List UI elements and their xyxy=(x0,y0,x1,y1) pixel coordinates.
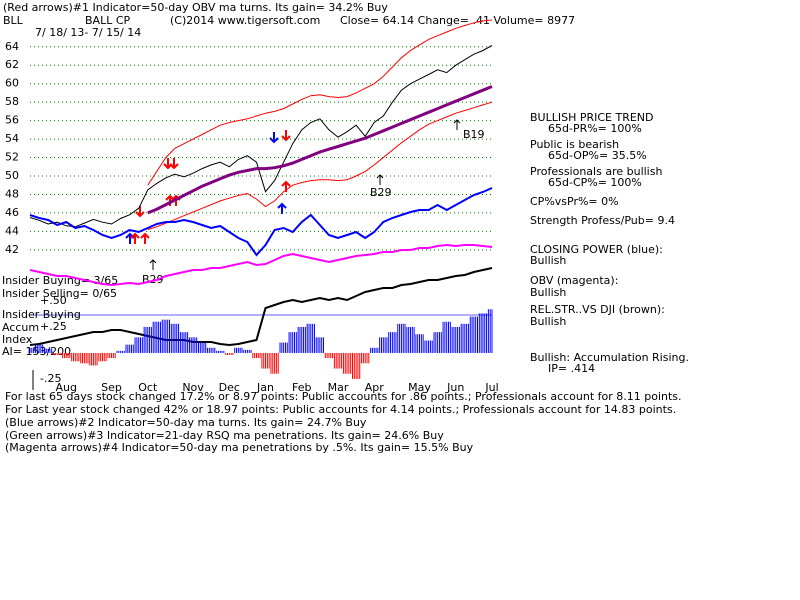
insider-text: Insider Buying xyxy=(2,308,81,321)
insider-text: Insider Selling= 0/65 xyxy=(2,287,117,300)
series-line xyxy=(147,85,493,215)
x-tick-label: Jul xyxy=(484,381,498,394)
symbol: BLL xyxy=(3,14,24,27)
insider-text: Insider Buying= 3/65 xyxy=(2,274,118,287)
y-tick-label: 44 xyxy=(5,224,19,237)
y-tick-label: 64 xyxy=(5,40,19,53)
y-tick-label: 54 xyxy=(5,132,19,145)
side-text: CP%vsPr%= 0% xyxy=(530,195,619,208)
y-tick-label: +.50 xyxy=(40,294,67,307)
series-line xyxy=(29,267,493,347)
copyright: (C)2014 www.tigersoft.com xyxy=(170,14,320,27)
date-range: 7/ 18/ 13- 7/ 15/ 14 xyxy=(35,26,141,39)
side-text: Bullish xyxy=(530,286,566,299)
y-tick-label: +.25 xyxy=(40,320,67,333)
header-line: (Red arrows)#1 Indicator=50-day OBV ma t… xyxy=(3,1,388,14)
series-line xyxy=(29,187,493,257)
y-tick-label: 46 xyxy=(5,206,19,219)
y-tick-label: 50 xyxy=(5,169,19,182)
x-tick-label: Mar xyxy=(328,381,349,394)
insider-text: Index xyxy=(2,333,33,346)
series-line xyxy=(147,101,493,230)
side-text: 65d-PR%= 100% xyxy=(548,122,642,135)
x-tick-label: Sep xyxy=(101,381,122,394)
x-tick-label: Jan xyxy=(256,381,274,394)
x-tick-label: Dec xyxy=(219,381,240,394)
side-text: Bullish xyxy=(530,315,566,328)
series-line xyxy=(29,243,493,287)
footer-text: (Blue arrows)#2 Indicator=50-day ma turn… xyxy=(5,416,367,429)
side-text: BULLISH PRICE TREND xyxy=(530,111,654,124)
side-text: Professionals are bullish xyxy=(530,165,662,178)
x-tick-label: Aug xyxy=(55,381,76,394)
side-text: Strength Profess/Pub= 9.4 xyxy=(530,214,675,227)
side-text: 65d-OP%= 35.5% xyxy=(548,149,647,162)
x-tick-label: Oct xyxy=(138,381,158,394)
x-tick-label: Nov xyxy=(182,381,204,394)
side-text: Bullish: Accumulation Rising. xyxy=(530,351,689,364)
y-tick-label: 56 xyxy=(5,114,19,127)
side-text: IP= .414 xyxy=(548,362,595,375)
insider-text: Accum xyxy=(2,321,39,334)
insider-text: AI= 153/200 xyxy=(2,345,71,358)
quote: Close= 64.14 Change= .41 Volume= 8977 xyxy=(340,14,575,27)
side-text: Bullish xyxy=(530,254,566,267)
x-tick-label: May xyxy=(408,381,431,394)
y-tick-label: 48 xyxy=(5,187,19,200)
x-tick-label: Apr xyxy=(365,381,385,394)
footer-text: For last 65 days stock changed 17.2% or … xyxy=(5,390,682,403)
y-tick-label: 58 xyxy=(5,95,19,108)
y-tick-label: 62 xyxy=(5,58,19,71)
side-text: OBV (magenta): xyxy=(530,274,618,287)
y-tick-label: 52 xyxy=(5,151,19,164)
side-text: 65d-CP%= 100% xyxy=(548,176,642,189)
y-tick-label: -.25 xyxy=(40,372,61,385)
side-text: CLOSING POWER (blue): xyxy=(530,243,663,256)
y-tick-label: 60 xyxy=(5,77,19,90)
footer-text: For Last year stock changed 42% or 18.97… xyxy=(5,403,676,416)
side-text: Public is bearish xyxy=(530,138,619,151)
annotation: B29 xyxy=(370,186,392,199)
series-line xyxy=(147,19,493,186)
series-line xyxy=(29,45,493,228)
y-tick-label: 42 xyxy=(5,243,19,256)
footer-text: (Green arrows)#3 Indicator=21-day RSQ ma… xyxy=(5,429,444,442)
side-text: REL.STR..VS DJI (brown): xyxy=(530,303,665,316)
x-tick-label: Jun xyxy=(446,381,464,394)
company: BALL CP xyxy=(85,14,131,27)
x-tick-label: Feb xyxy=(292,381,311,394)
footer-text: (Magenta arrows)#4 Indicator=50-day ma p… xyxy=(5,441,474,454)
annotation: B19 xyxy=(463,128,485,141)
